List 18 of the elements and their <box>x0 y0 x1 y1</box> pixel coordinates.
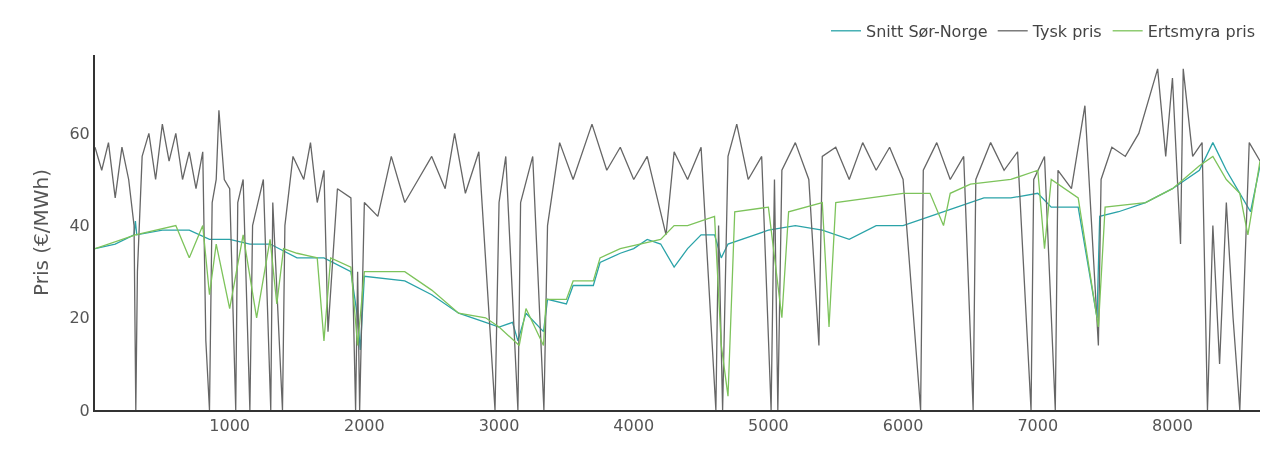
x-tick-label: 2000 <box>344 416 385 436</box>
y-tick-label: 40 <box>69 216 90 236</box>
y-tick-label: 20 <box>69 308 90 328</box>
line-series <box>95 141 1260 351</box>
legend-label: Snitt Sør-Norge <box>866 22 988 42</box>
legend-label: Tysk pris <box>1031 22 1102 42</box>
legend-label: Ertsmyra pris <box>1147 22 1255 42</box>
x-tick-label: 6000 <box>882 416 924 436</box>
y-tick-label: 0 <box>79 400 90 420</box>
y-axis-title: Pris (€/MWh) <box>29 168 54 297</box>
x-tick-label: 5000 <box>748 416 789 436</box>
x-tick-label: 3000 <box>478 416 520 436</box>
y-tick-label: 60 <box>69 123 90 143</box>
line-series <box>95 155 1260 397</box>
x-tick-label: 7000 <box>1017 416 1059 436</box>
x-tick-label: 8000 <box>1152 416 1193 436</box>
x-tick-label: 1000 <box>209 416 251 436</box>
x-tick-label: 4000 <box>613 416 655 436</box>
